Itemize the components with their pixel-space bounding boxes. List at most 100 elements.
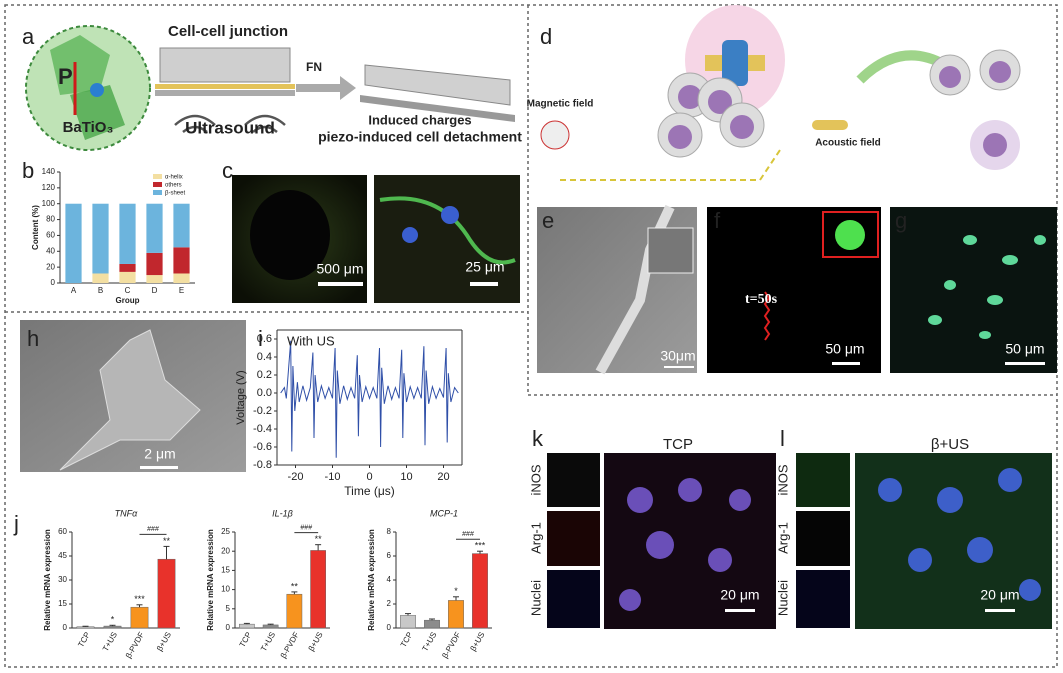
bar [157, 558, 176, 629]
scale-bar [985, 609, 1015, 612]
arrow [296, 76, 356, 100]
nucleus [983, 133, 1007, 157]
y-tick-label: -0.8 [253, 459, 272, 471]
image [547, 511, 600, 566]
bar [448, 600, 464, 629]
significance: * [111, 615, 115, 625]
cell [59, 329, 201, 471]
panel-label: i [258, 326, 263, 351]
bar [310, 550, 326, 629]
comparison-label: ### [147, 526, 159, 533]
x-tick-label: -10 [325, 471, 341, 483]
y-axis-label: Relative mRNA expression [367, 529, 376, 631]
x-tick-label: TCP [399, 631, 415, 649]
y-axis-label: Relative mRNA expression [43, 529, 52, 631]
stain-label: Nuclei [528, 580, 543, 616]
significance: * [454, 586, 458, 596]
x-tick-label: A [71, 286, 77, 295]
significance: *** [475, 541, 486, 551]
bar-segment [173, 247, 190, 274]
scale-bar [832, 362, 860, 365]
x-tick-label: T+US [420, 631, 438, 653]
panel-label: e [542, 208, 554, 233]
bar [239, 623, 255, 629]
y-tick-label: 30 [58, 575, 67, 584]
stain-label: Arg-1 [775, 522, 790, 554]
y-tick-label: 0 [226, 623, 231, 632]
stain-label: Arg-1 [528, 522, 543, 554]
panel-label: h [27, 326, 39, 351]
line [280, 340, 459, 458]
panel-label: b [22, 158, 34, 183]
bar [103, 625, 122, 629]
legend-swatch [153, 190, 162, 195]
panel-label: j [13, 511, 19, 536]
y-tick-label: 25 [221, 527, 230, 536]
x-tick-label: β+US [155, 631, 173, 653]
comparison-label: ### [300, 525, 312, 532]
y-axis-label: Content (%) [31, 205, 40, 250]
bar-segment [119, 203, 136, 264]
annotation: With US [287, 333, 335, 348]
x-tick-label: 20 [437, 471, 449, 483]
lattice [50, 35, 110, 95]
image-detail [379, 196, 516, 265]
field-icon [540, 120, 570, 150]
x-tick-label: C [125, 286, 131, 295]
label: Cell-cell junction [168, 23, 288, 40]
y-tick-label: -0.4 [253, 423, 272, 435]
path [560, 149, 781, 181]
bar-segment [119, 271, 136, 283]
substrate [360, 95, 515, 122]
significance: ** [315, 534, 323, 544]
x-tick-label: β-PVDF [279, 630, 301, 659]
legend-label: others [165, 183, 182, 189]
bar [76, 626, 95, 629]
bar-segment [173, 273, 190, 283]
scale-bar-label: 50 μm [825, 341, 864, 357]
scale-bar-label: 50 μm [1005, 341, 1044, 357]
inset [822, 211, 879, 258]
substrate [155, 90, 295, 96]
nucleus [939, 66, 961, 88]
significance: *** [134, 594, 145, 604]
chart-title: TNFα [115, 508, 138, 518]
trajectory [763, 291, 771, 341]
image [547, 453, 600, 507]
image-detail [250, 190, 330, 280]
bar [400, 615, 416, 629]
x-tick-label: TCP [76, 631, 92, 649]
cells [159, 47, 291, 83]
y-tick-label: 5 [226, 604, 231, 613]
scale-bar [1005, 362, 1045, 365]
y-tick-label: 0 [51, 278, 56, 287]
y-tick-label: 20 [46, 262, 55, 271]
image-detail [441, 206, 459, 224]
y-tick-label: 0 [63, 623, 68, 632]
x-tick-label: -20 [288, 471, 304, 483]
panel-label: k [532, 426, 544, 451]
x-tick-label: B [98, 286, 103, 295]
y-tick-label: 8 [387, 527, 392, 536]
x-tick-label: β-PVDF [440, 630, 462, 659]
nucleus [989, 61, 1011, 83]
chart-title: MCP-1 [430, 508, 458, 518]
panel-a: P BaTiO₃ Cell-cell junction FN Ultrasoun… [25, 23, 522, 151]
label: Magnetic field [527, 99, 594, 110]
chart-title: IL-1β [272, 508, 293, 518]
bar [472, 553, 488, 629]
bar-segment [173, 203, 190, 248]
cells [928, 235, 1046, 339]
y-tick-label: 80 [46, 215, 55, 224]
bar-segment [92, 273, 109, 283]
label: Induced charges [368, 112, 471, 127]
ion [90, 83, 104, 97]
label: t=50s [745, 292, 778, 307]
y-tick-label: -0.6 [253, 441, 272, 453]
y-tick-label: 100 [42, 199, 56, 208]
scale-bar-label: 20 μm [980, 587, 1019, 603]
y-axis-label: Relative mRNA expression [206, 529, 215, 631]
substrate [155, 84, 295, 89]
stain-label: Nuclei [775, 580, 790, 616]
x-tick-label: E [179, 286, 184, 295]
